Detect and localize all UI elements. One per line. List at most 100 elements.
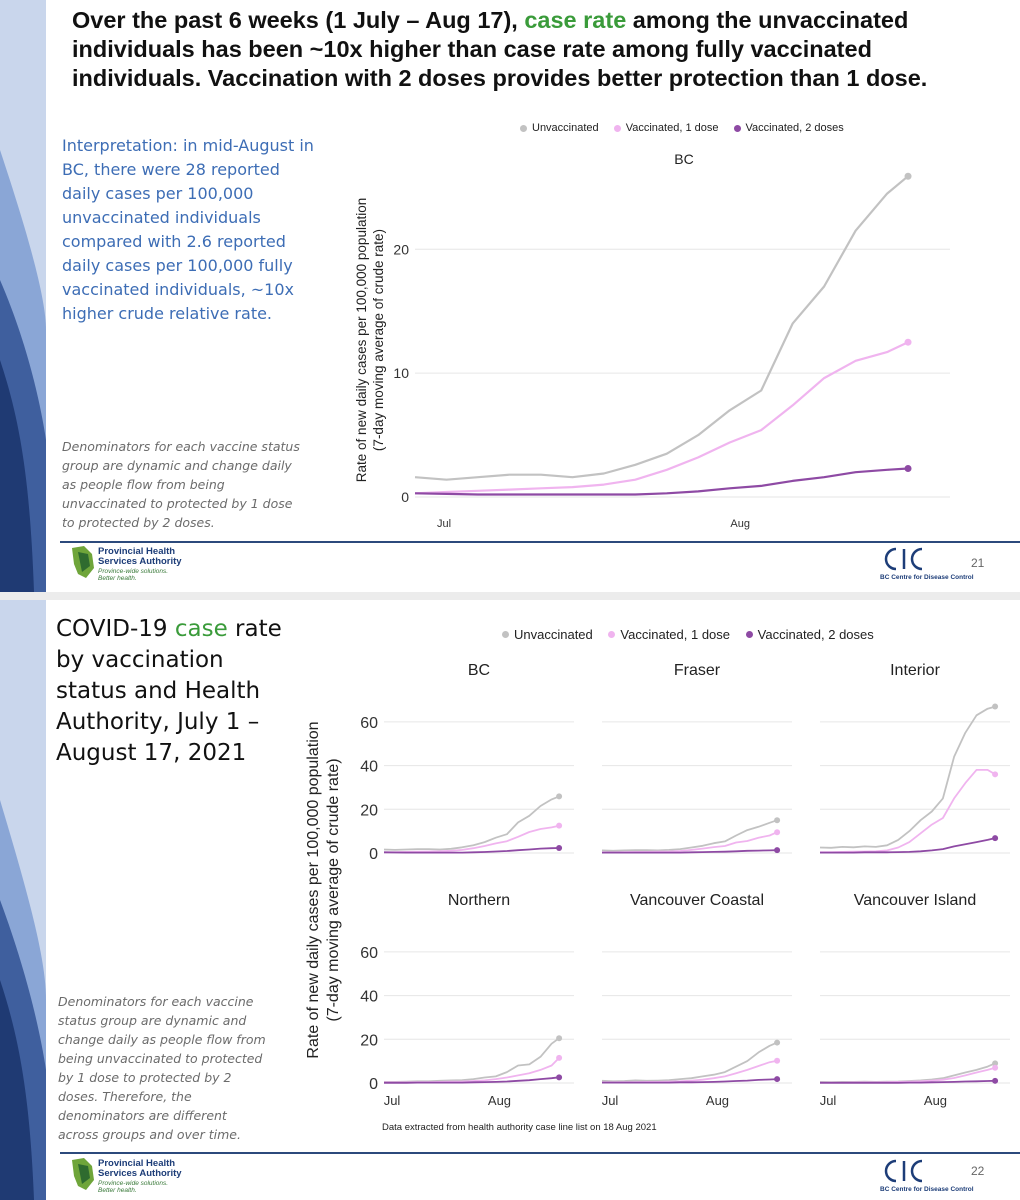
panel-title: Interior [890,662,940,679]
series-endpoint-one-dose [774,829,781,836]
pha-tagline-line: Better health. [98,1187,137,1194]
y-tick-label: 60 [360,945,378,962]
y-tick-label: 20 [360,802,378,819]
x-tick-label: Jul [602,1093,619,1108]
bccdc-logo: BC Centre for Disease Control [880,546,1000,586]
chart-legend: Unvaccinated Vaccinated, 1 dose Vaccinat… [502,626,886,642]
x-tick-label: Jul [820,1093,837,1108]
series-endpoint-unvaccinated [774,1039,781,1046]
interpretation-text: Interpretation: in mid-August in BC, the… [62,136,314,323]
y-tick-label: 40 [360,759,378,776]
chart-legend: Unvaccinated Vaccinated, 1 dose Vaccinat… [520,122,856,135]
series-endpoint-two-doses [556,844,563,851]
sidebar-decoration [0,600,46,1200]
x-tick-label: Aug [706,1093,729,1108]
legend-dot-icon [745,631,753,638]
pha-tagline: Province-wide solutions. Better health. [98,568,238,582]
pha-name-line: Services Authority [98,1168,182,1179]
slide-title: COVID-19 case rate by vaccination status… [56,614,286,769]
page-number: 22 [971,1164,985,1178]
legend-label: Vaccinated, 2 doses [745,122,844,134]
legend-dot-icon [733,124,741,132]
health-authority-charts: BC 0 20 40 60 Fraser Interior Northern 0 20 40 60 Ju… [305,662,1010,1108]
x-tick-label: Aug [488,1093,511,1108]
pha-name-line: Services Authority [98,556,182,567]
series-endpoint-one-dose [992,771,999,778]
series-line-unvaccinated [819,705,996,849]
pha-name-line: Provincial Health [98,546,176,557]
y-tick-label: 20 [393,241,409,257]
legend-dot-icon [608,631,616,638]
series-line-unvaccinated [383,795,560,851]
y-axis-label: Rate of new daily cases per 100,000 popu… [305,721,342,1058]
pha-tagline: Province-wide solutions. Better health. [98,1180,238,1194]
bc-map-icon [72,1158,94,1190]
title-accent: case rate [524,7,627,33]
series-line-two-doses [820,837,996,854]
series-line-unvaccinated [384,1037,560,1083]
y-axis-label-line: (7-day moving average of crude rate) [371,229,386,451]
pha-tagline-line: Province-wide solutions. [98,568,169,575]
title-part-1: COVID-19 [56,616,175,642]
y-tick-label: 20 [360,1032,378,1049]
pha-tagline-line: Better health. [98,575,137,582]
panel-title: Northern [448,892,510,909]
series-line-two-doses [414,467,909,496]
pha-tagline-line: Province-wide solutions. [98,1180,169,1187]
legend-label: Unvaccinated [514,627,593,642]
panel-title: Vancouver Island [854,892,976,909]
legend-two-doses: Vaccinated, 2 doses [745,627,874,642]
series-endpoint-one-dose [992,1064,999,1071]
series-endpoint-two-doses [556,1074,563,1081]
series-endpoint-one-dose [774,1057,781,1064]
y-tick-label: 0 [369,1076,378,1093]
y-axis-label-line: Rate of new daily cases per 100,000 popu… [305,721,322,1058]
series-line-two-doses [384,1076,560,1084]
pha-logo: Provincial Health Services Authority Prov… [68,544,228,588]
data-source-note: Data extracted from health authority cas… [382,1122,657,1133]
y-tick-label: 0 [401,489,409,505]
legend-two-doses: Vaccinated, 2 doses [733,122,844,134]
y-axis-label-line: (7-day moving average of crude rate) [325,758,342,1021]
y-tick-label: 40 [360,989,378,1006]
series-line-one-dose [414,341,909,495]
legend-one-dose: Vaccinated, 1 dose [613,122,718,134]
slide-22: COVID-19 case rate by vaccination status… [0,600,1020,1200]
bccdc-name: BC Centre for Disease Control [880,574,974,581]
title-accent: case [174,616,228,642]
legend-label: Vaccinated, 1 dose [620,627,731,642]
slide-21: Over the past 6 weeks (1 July – Aug 17),… [0,0,1020,592]
page-number: 21 [971,556,985,570]
panel-title: BC [468,662,490,679]
slide-separator [0,592,1020,600]
x-tick-label: Jul [437,518,451,530]
series-endpoint-unvaccinated [556,1035,563,1042]
series-endpoint-unvaccinated [992,1060,999,1067]
series-endpoint-unvaccinated [774,817,781,824]
series-line-unvaccinated [601,1041,778,1083]
slide-title: Over the past 6 weeks (1 July – Aug 17),… [72,6,1002,93]
title-part-1: Over the past 6 weeks (1 July – Aug 17), [72,7,525,33]
denominators-note: Denominators for each vaccine status gro… [62,439,300,530]
y-axis-label-line: Rate of new daily cases per 100,000 popu… [354,198,369,482]
legend-label: Unvaccinated [532,122,599,134]
bccdc-logo: BC Centre for Disease Control [880,1158,1000,1198]
x-tick-label: Aug [924,1093,947,1108]
legend-one-dose: Vaccinated, 1 dose [608,627,730,642]
sidebar-decoration [0,0,46,592]
series-endpoint-one-dose [904,338,912,346]
legend-unvaccinated: Unvaccinated [520,122,599,134]
x-tick-label: Aug [730,518,750,530]
y-axis-label: Rate of new daily cases per 100,000 popu… [354,198,386,482]
series-line-two-doses [602,1078,778,1084]
title-part-2: rate by vaccination status and Health Au… [56,616,282,766]
bc-map-icon [72,546,94,578]
series-line-unvaccinated [819,1062,996,1084]
y-tick-label: 0 [369,846,378,863]
panel-title: BC [674,151,693,167]
bccdc-mark-icon [884,547,923,571]
bccdc-mark-icon [884,1159,923,1183]
series-line-unvaccinated [414,175,909,481]
panel-title: Vancouver Coastal [630,892,764,909]
bc-chart: 0 10 20 Jul Aug BC Rate of new daily cases per… [354,151,950,530]
